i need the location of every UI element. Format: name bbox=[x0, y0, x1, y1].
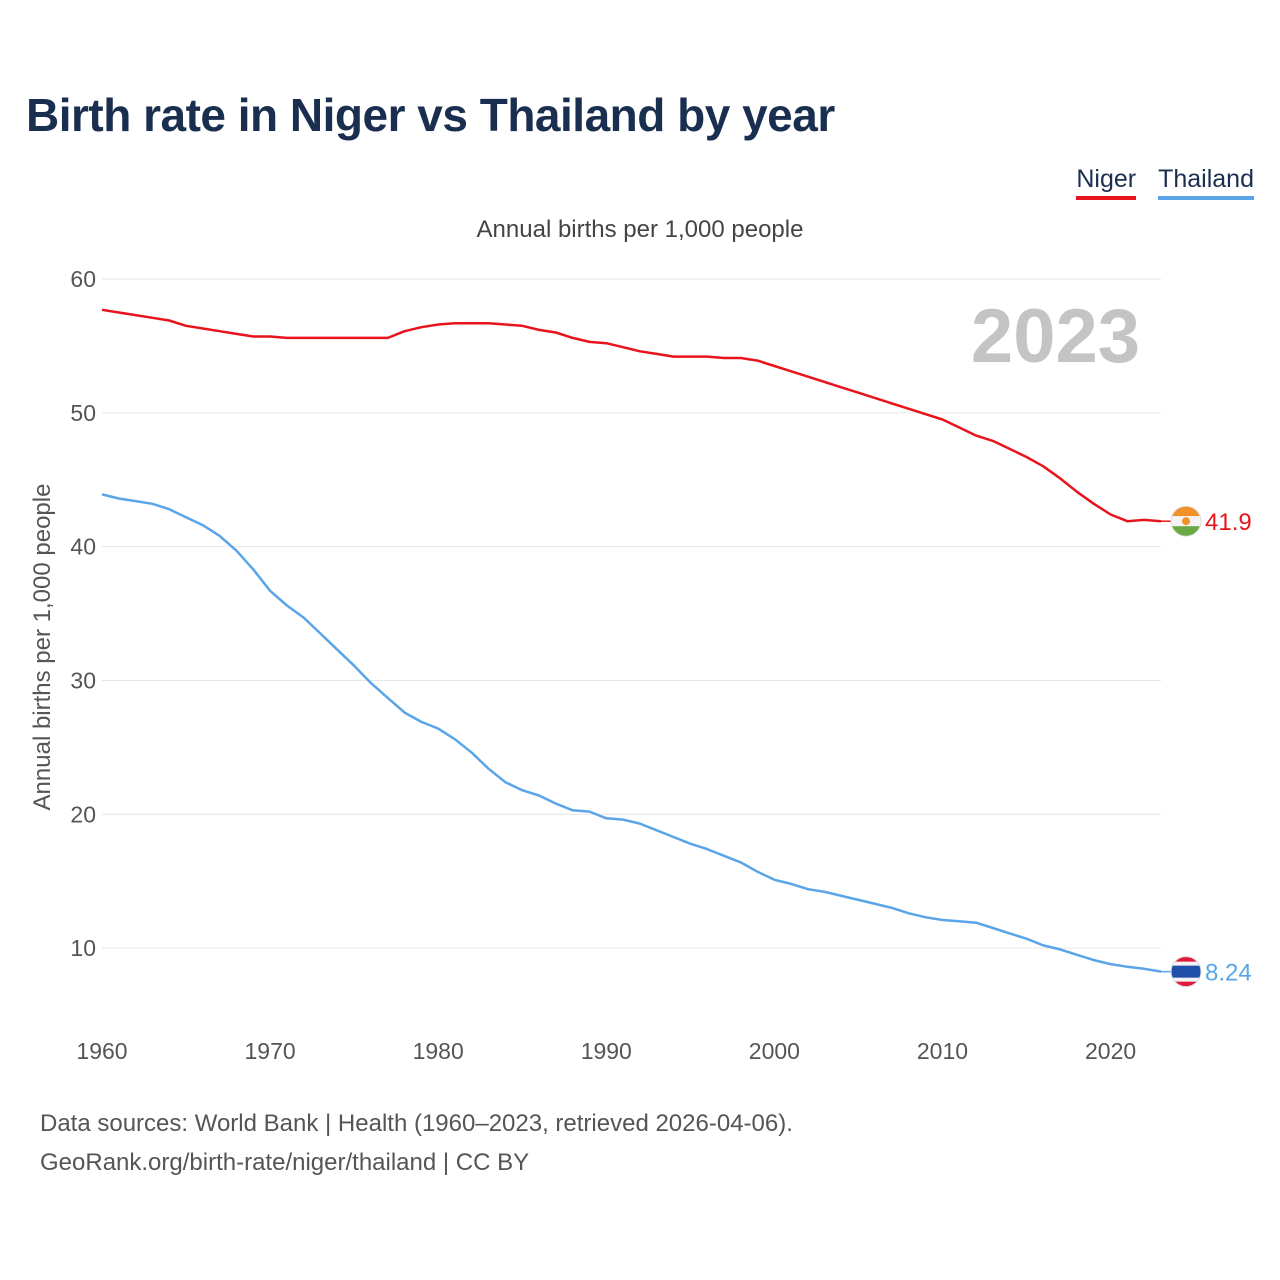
x-tick-1990: 1990 bbox=[581, 1038, 632, 1064]
legend-item-thailand[interactable]: Thailand bbox=[1158, 164, 1254, 200]
source-link[interactable]: GeoRank.org/birth-rate/niger/thailand | … bbox=[40, 1149, 530, 1176]
end-label-niger: 41.9 bbox=[1205, 509, 1252, 536]
legend: Niger Thailand bbox=[1076, 164, 1254, 200]
data-source-text: Data sources: World Bank | Health (1960–… bbox=[40, 1110, 793, 1137]
chart-title: Birth rate in Niger vs Thailand by year bbox=[26, 89, 835, 141]
legend-item-niger[interactable]: Niger bbox=[1076, 164, 1137, 200]
end-markers: 41.9 8.24 bbox=[1161, 505, 1252, 988]
y-tick-20: 20 bbox=[70, 801, 96, 827]
grid-lines bbox=[102, 278, 1161, 949]
end-label-thailand: 8.24 bbox=[1205, 960, 1252, 987]
x-tick-2010: 2010 bbox=[917, 1038, 968, 1064]
series-line-thailand[interactable] bbox=[101, 493, 1162, 973]
footer: Data sources: World Bank | Health (1960–… bbox=[40, 1104, 793, 1182]
y-tick-50: 50 bbox=[70, 400, 96, 426]
y-tick-10: 10 bbox=[70, 935, 96, 961]
x-tick-1980: 1980 bbox=[413, 1038, 464, 1064]
y-tick-30: 30 bbox=[70, 667, 96, 693]
x-tick-1970: 1970 bbox=[245, 1038, 296, 1064]
x-tick-2020: 2020 bbox=[1085, 1038, 1136, 1064]
series-line-niger[interactable] bbox=[101, 308, 1162, 523]
year-watermark: 2023 bbox=[971, 294, 1140, 379]
x-tick-1960: 1960 bbox=[76, 1038, 127, 1064]
y-axis-label: Annual births per 1,000 people bbox=[29, 484, 56, 811]
niger-flag-icon bbox=[1170, 505, 1202, 537]
chart-subtitle: Annual births per 1,000 people bbox=[476, 216, 804, 243]
thailand-flag-icon bbox=[1170, 956, 1202, 988]
x-axis-ticks: 1960 1970 1980 1990 2000 2010 2020 bbox=[76, 1038, 1136, 1064]
y-tick-40: 40 bbox=[70, 534, 96, 560]
series-lines bbox=[101, 308, 1162, 973]
y-tick-60: 60 bbox=[70, 266, 96, 292]
y-axis-ticks: 10 20 30 40 50 60 bbox=[70, 266, 96, 961]
x-tick-2000: 2000 bbox=[749, 1038, 800, 1064]
line-chart: 10 20 30 40 50 60 1960 1970 1980 1990 2000 2010 202… bbox=[29, 266, 1252, 1064]
